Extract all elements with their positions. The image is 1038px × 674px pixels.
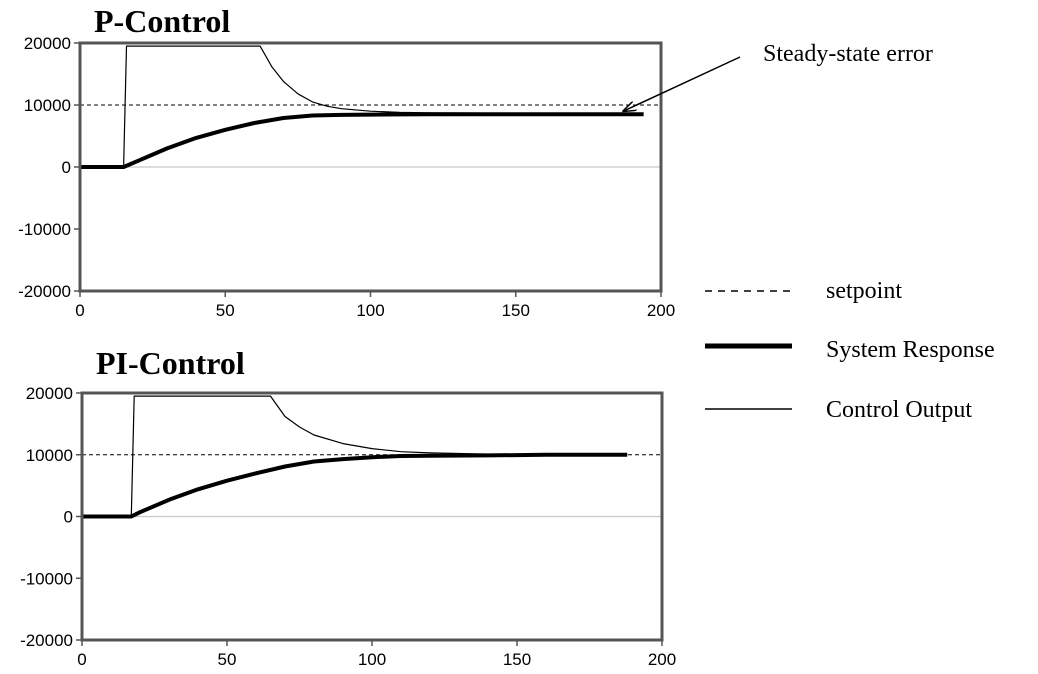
y-tick-label: 0 — [64, 508, 73, 527]
chart-title: PI-Control — [96, 345, 245, 381]
x-tick-label: 100 — [358, 650, 386, 669]
y-tick-label: 0 — [62, 158, 71, 177]
annotation-arrow — [623, 56, 741, 111]
chart-title: P-Control — [94, 3, 230, 39]
y-tick-label: -10000 — [20, 569, 73, 588]
annotation-text: Steady-state error — [763, 41, 933, 67]
series-line-system-response — [80, 112, 644, 169]
y-tick-label: -20000 — [20, 631, 73, 650]
series-line-system-response — [82, 452, 628, 519]
x-tick-label: 100 — [356, 301, 384, 320]
legend-label: Control Output — [826, 397, 972, 423]
legend: setpoint System Response Control Output — [705, 278, 995, 423]
legend-label: setpoint — [826, 278, 902, 304]
x-tick-label: 50 — [218, 650, 237, 669]
y-tick-label: 20000 — [24, 34, 71, 53]
legend-label: System Response — [826, 337, 995, 363]
y-tick-label: 10000 — [26, 446, 73, 465]
x-tick-label: 0 — [77, 650, 86, 669]
y-tick-label: 10000 — [24, 96, 71, 115]
x-tick-label: 50 — [216, 301, 235, 320]
y-tick-label: -10000 — [18, 220, 71, 239]
x-tick-label: 0 — [75, 301, 84, 320]
y-tick-label: -20000 — [18, 282, 71, 301]
x-tick-label: 200 — [647, 301, 675, 320]
x-tick-label: 150 — [502, 301, 530, 320]
x-tick-label: 200 — [648, 650, 676, 669]
x-tick-label: 150 — [503, 650, 531, 669]
y-tick-label: 20000 — [26, 384, 73, 403]
